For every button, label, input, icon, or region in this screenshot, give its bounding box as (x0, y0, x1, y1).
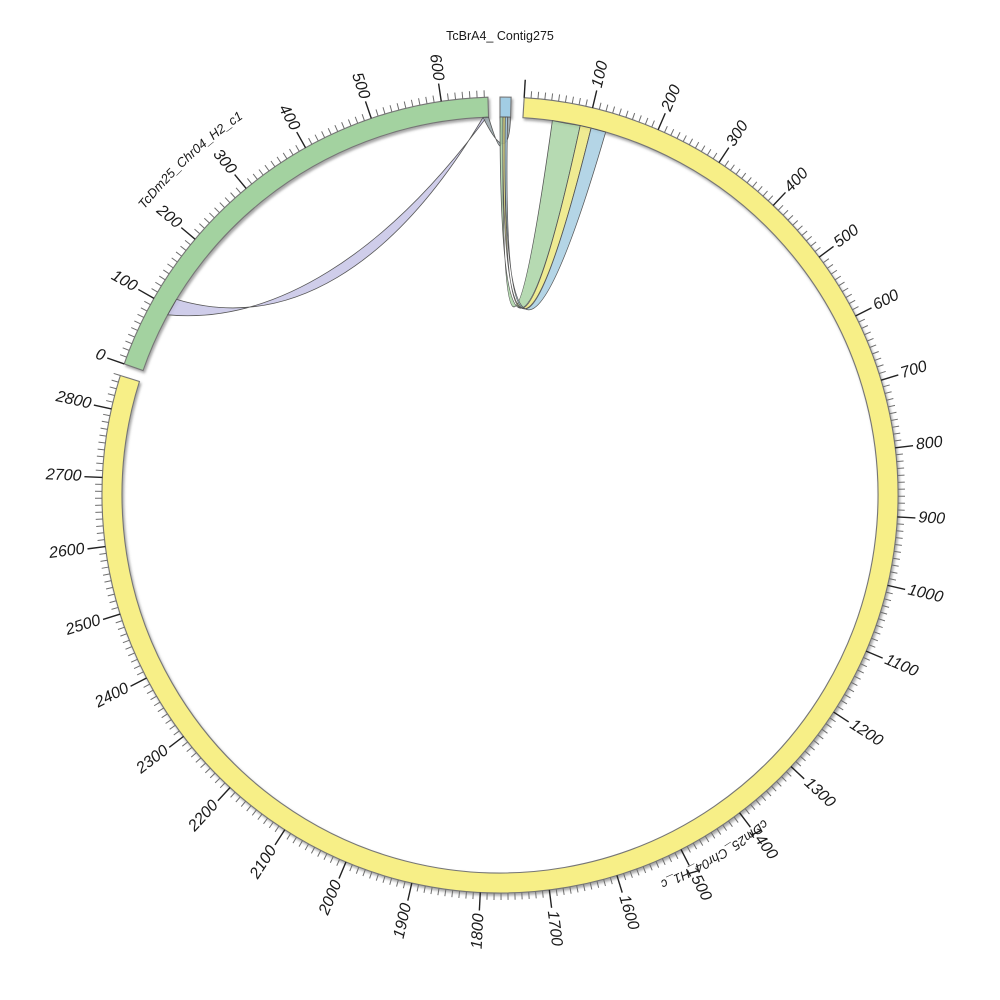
svg-text:1800: 1800 (469, 913, 488, 949)
svg-text:TcBrA4_ Contig275: TcBrA4_ Contig275 (446, 29, 554, 43)
svg-text:2700: 2700 (44, 466, 81, 485)
svg-text:800: 800 (915, 433, 944, 453)
svg-text:900: 900 (918, 509, 946, 527)
